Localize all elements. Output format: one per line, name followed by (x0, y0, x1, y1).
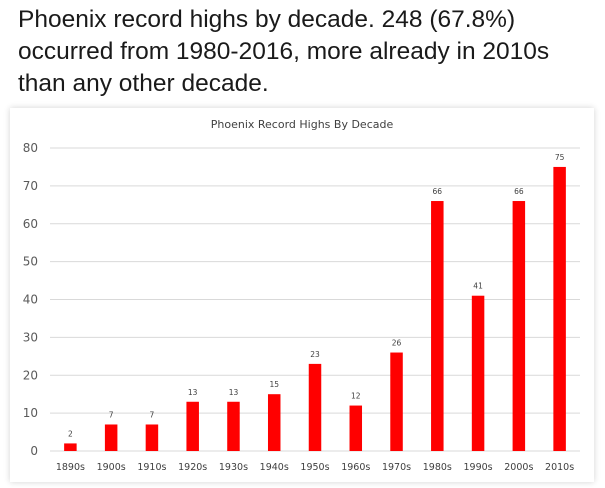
bar-1920s (186, 401, 199, 451)
x-tick-label-2000s: 2000s (504, 462, 533, 473)
data-label-1970s: 26 (392, 339, 402, 348)
y-tick-label: 30 (23, 330, 38, 344)
data-label-2000s: 66 (514, 187, 524, 196)
bar-1980s (431, 201, 444, 451)
data-label-2010s: 75 (555, 153, 565, 162)
x-tick-label-2010s: 2010s (545, 462, 574, 473)
x-tick-label-1980s: 1980s (423, 462, 452, 473)
x-tick-label-1940s: 1940s (260, 462, 289, 473)
bar-1910s (145, 424, 159, 451)
chart-card: Phoenix Record Highs By Decade 0 10 20 30 40… (10, 108, 594, 482)
chart-title: Phoenix Record Highs By Decade (210, 118, 394, 131)
bar-2010s (553, 166, 566, 451)
data-label-1920s: 13 (188, 388, 198, 397)
tweet-caption: Phoenix record highs by decade. 248 (67.… (18, 6, 550, 97)
data-label-1940s: 15 (269, 380, 279, 389)
data-label-1930s: 13 (229, 388, 239, 397)
y-tick-label: 10 (23, 406, 38, 420)
bar-1890s (64, 443, 77, 451)
data-label-1910s: 7 (150, 410, 155, 419)
y-tick-label: 20 (23, 368, 38, 382)
bar-1900s (104, 424, 118, 451)
x-tick-label-1950s: 1950s (300, 462, 329, 473)
y-tick-label: 0 (30, 444, 38, 458)
y-tick-label: 70 (23, 179, 38, 193)
x-tick-label-1990s: 1990s (464, 462, 493, 473)
bar-1950s (308, 363, 322, 451)
y-tick-label: 50 (23, 255, 38, 269)
bar-1970s (390, 352, 403, 451)
x-tick-label-1930s: 1930s (219, 462, 248, 473)
bar-1940s (267, 394, 281, 451)
bar-1960s (349, 405, 363, 451)
x-tick-label-1910s: 1910s (137, 462, 166, 473)
y-tick-label: 40 (23, 293, 38, 307)
x-tick-label-1890s: 1890s (56, 462, 85, 473)
data-label-1960s: 12 (351, 392, 361, 401)
x-tick-label-1960s: 1960s (341, 462, 370, 473)
bar-2000s (512, 201, 526, 451)
data-label-1990s: 41 (473, 282, 483, 291)
bar-1990s (471, 295, 485, 451)
data-label-1890s: 2 (68, 429, 73, 438)
data-label-1950s: 23 (310, 350, 320, 359)
x-tick-label-1920s: 1920s (178, 462, 207, 473)
y-tick-label: 80 (23, 141, 38, 155)
bar-1930s (227, 401, 240, 451)
y-tick-label: 60 (23, 217, 38, 231)
x-tick-label-1900s: 1900s (97, 462, 126, 473)
bar-chart: 0 10 20 30 40 50 60 70 80 2 7 7 13 13 15 23 12 26 66 41 66 7… (23, 141, 580, 473)
x-tick-label-1970s: 1970s (382, 462, 411, 473)
data-label-1900s: 7 (109, 410, 114, 419)
data-label-1980s: 66 (433, 187, 443, 196)
